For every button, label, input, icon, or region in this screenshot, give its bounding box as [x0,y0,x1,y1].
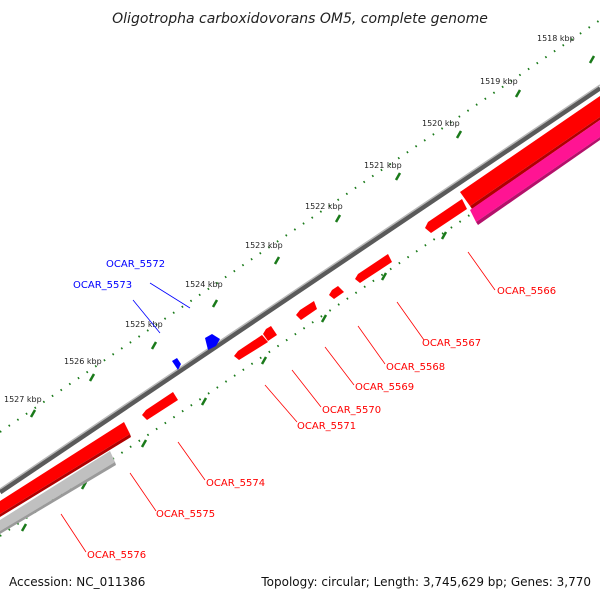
leader-ocar-5574 [177,441,206,481]
gene-label-ocar-5568[interactable]: OCAR_5568 [386,362,445,373]
gene-arrow-ocar-5569[interactable] [329,286,344,299]
gene-arrow-ocar-5567[interactable] [425,199,467,233]
ruler-label-1524: 1524 kbp [185,280,223,289]
gene-arrow-ocar-5568[interactable] [355,254,392,283]
gene-arrow-ocar-5571b[interactable] [234,335,268,360]
ruler-label-1521: 1521 kbp [364,161,402,170]
ruler-major-tick [29,409,37,418]
ruler-label-1526: 1526 kbp [64,357,102,366]
inner-ruler-tick [440,231,448,240]
ruler-major-tick [588,55,596,64]
ruler-major-tick [334,214,342,223]
inner-ruler-tick [380,272,388,281]
gene-label-ocar-5571[interactable]: OCAR_5571 [297,421,356,432]
inner-ruler-tick [20,523,28,532]
gene-label-ocar-5570[interactable]: OCAR_5570 [322,405,381,416]
ruler-major-tick [150,341,158,350]
leader-ocar-5571 [264,384,298,423]
gene-arrow-ocar-5573[interactable] [172,358,181,370]
ruler-major-tick [394,172,402,181]
leader-ocar-5575 [129,472,157,512]
rna-feature-bar[interactable] [470,120,600,222]
reverse-strand-features [0,96,600,534]
leader-ocar-5566 [467,251,496,291]
gene-arrow-shadow [0,434,131,517]
inner-ruler-tick [320,314,328,323]
leader-ocar-5573 [132,299,161,334]
backbone-line [0,85,600,495]
gene-labels: OCAR_5572 OCAR_5573 OCAR_5566 OCAR_5567 … [73,259,556,561]
leader-ocar-5568 [357,325,386,365]
other-feature-bar[interactable] [0,451,115,531]
outer-dotted-ruler [0,19,600,433]
inner-ruler-tick [200,397,208,406]
gene-label-ocar-5574[interactable]: OCAR_5574 [206,478,265,489]
gene-arrow-ocar-5574[interactable] [142,392,178,420]
leader-ocar-5572 [149,282,191,309]
genome-summary: Topology: circular; Length: 3,745,629 bp… [260,575,591,589]
ruler-tick-labels: 1518 kbp 1519 kbp 1520 kbp 1521 kbp 1522… [4,34,575,404]
ruler-major-tick [514,89,522,98]
ruler-major-tick [211,299,219,308]
ruler-label-1519: 1519 kbp [480,77,518,86]
gene-label-ocar-5566[interactable]: OCAR_5566 [497,286,556,297]
ruler-label-1520: 1520 kbp [422,119,460,128]
gene-label-ocar-5576[interactable]: OCAR_5576 [87,550,146,561]
inner-ruler-tick [140,439,148,448]
ruler-label-1523: 1523 kbp [245,241,283,250]
map-title: Oligotropha carboxidovorans OM5, complet… [112,11,488,27]
backbone-highlight [0,84,600,490]
gene-arrow-ocar-5575[interactable] [0,422,130,514]
other-feature-shadow [0,462,116,534]
ruler-major-tick [455,130,463,139]
forward-strand-features [172,334,220,370]
gene-arrow-ocar-5570[interactable] [296,301,317,320]
ruler-label-1518: 1518 kbp [537,34,575,43]
gene-arrow-ocar-5571[interactable] [263,326,277,341]
gene-label-ocar-5569[interactable]: OCAR_5569 [355,382,414,393]
label-leader-lines [60,251,496,553]
ruler-label-1525: 1525 kbp [125,320,163,329]
leader-ocar-5567 [396,301,425,341]
ruler-label-1522: 1522 kbp [305,202,343,211]
inner-ruler-tick [260,356,268,365]
leader-ocar-5569 [324,346,355,386]
leader-ocar-5570 [291,369,322,408]
ruler-major-tick [88,373,96,382]
gene-label-ocar-5573[interactable]: OCAR_5573 [73,280,132,291]
gene-arrow-ocar-5572[interactable] [205,334,220,350]
gene-label-ocar-5572[interactable]: OCAR_5572 [106,259,165,270]
leader-ocar-5576 [60,513,87,553]
gene-label-ocar-5575[interactable]: OCAR_5575 [156,509,215,520]
gene-label-ocar-5567[interactable]: OCAR_5567 [422,338,481,349]
rna-feature-shadow [476,137,600,225]
ruler-label-1527: 1527 kbp [4,395,42,404]
gene-arrow-shadow [470,117,600,209]
genome-backbone [0,84,600,495]
accession-label: Accession: NC_011386 [9,575,145,589]
gene-arrow-ocar-5566[interactable] [460,96,600,206]
ruler-major-tick [273,256,281,265]
